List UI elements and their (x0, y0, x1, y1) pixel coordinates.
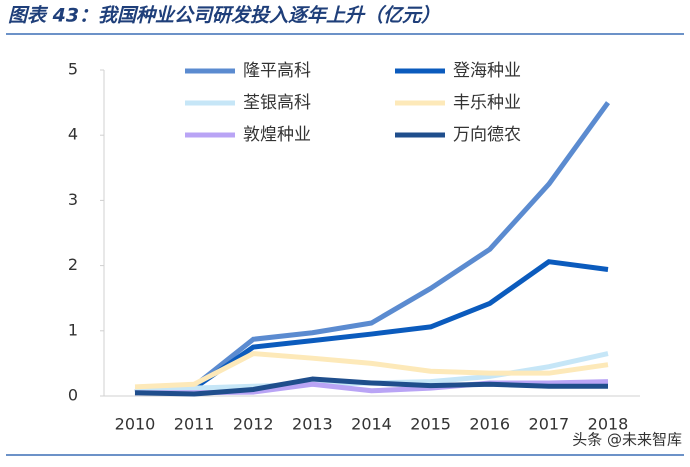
series-line (134, 351, 609, 390)
series-line (134, 101, 611, 394)
legend-label: 登海种业 (453, 61, 521, 81)
legend-label: 万向德农 (453, 125, 521, 145)
y-tick-label: 0 (68, 386, 78, 405)
x-tick-label: 2018 (588, 415, 629, 434)
legend-label: 敦煌种业 (243, 125, 311, 145)
legend-label: 丰乐种业 (453, 93, 521, 113)
y-tick-label: 5 (68, 60, 78, 79)
y-tick-label: 2 (68, 255, 78, 274)
legend-label: 隆平高科 (243, 61, 311, 81)
x-tick-label: 2011 (174, 415, 215, 434)
watermark: 头条 @未来智库 (572, 431, 682, 449)
x-tick-label: 2016 (469, 415, 510, 434)
x-tick-label: 2010 (115, 415, 156, 434)
y-tick-label: 4 (68, 125, 78, 144)
y-tick-label: 3 (68, 190, 78, 209)
series-line (134, 376, 608, 397)
chart-title: 图表 43：我国种业公司研发投入逐年上升（亿元） (8, 5, 440, 27)
legend-label: 荃银高科 (243, 93, 311, 113)
y-tick-label: 1 (68, 320, 78, 339)
x-tick-label: 2014 (351, 415, 392, 434)
x-tick-label: 2013 (292, 415, 333, 434)
x-tick-label: 2012 (233, 415, 274, 434)
x-tick-label: 2015 (410, 415, 451, 434)
x-tick-label: 2017 (529, 415, 570, 434)
